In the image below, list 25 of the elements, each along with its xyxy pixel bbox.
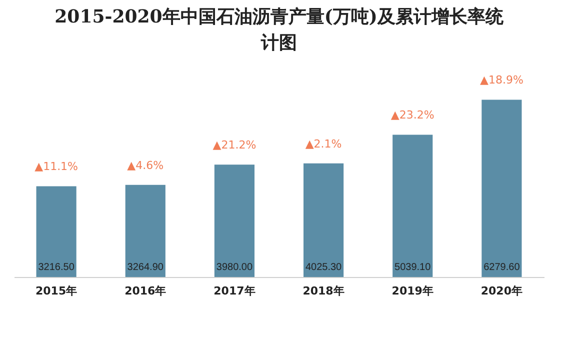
bar (214, 164, 255, 277)
data-label: 5039.10 (394, 262, 432, 273)
annotation: ▲23.2% (390, 108, 434, 122)
bar (392, 134, 433, 277)
x-tick-label: 2015年 (36, 284, 78, 298)
bar (125, 184, 166, 277)
data-label: 6279.60 (484, 262, 520, 273)
x-tick-label: 2017年 (214, 284, 256, 298)
x-tick-label: 2020年 (480, 284, 522, 298)
annotation: ▲4.6% (127, 158, 164, 172)
chart-title: 2015-2020年中国石油沥青产量(万吨)及累计增长率统计图 (54, 6, 504, 54)
data-label: 4025.30 (305, 262, 342, 273)
x-tick-label: 2016年 (124, 284, 166, 298)
data-label: 3264.90 (127, 262, 164, 273)
x-tick-label: 2019年 (392, 284, 434, 298)
data-label: 3980.00 (216, 262, 253, 273)
bar (303, 163, 344, 277)
bar (36, 186, 76, 277)
annotation: ▲2.1% (305, 137, 342, 150)
x-tick-label: 2018年 (302, 284, 344, 298)
annotation: ▲21.2% (212, 138, 256, 152)
bar (482, 100, 522, 277)
annotation: ▲11.1% (34, 160, 78, 174)
data-label: 3216.50 (38, 262, 75, 273)
text: ▲18.9% (480, 74, 524, 87)
